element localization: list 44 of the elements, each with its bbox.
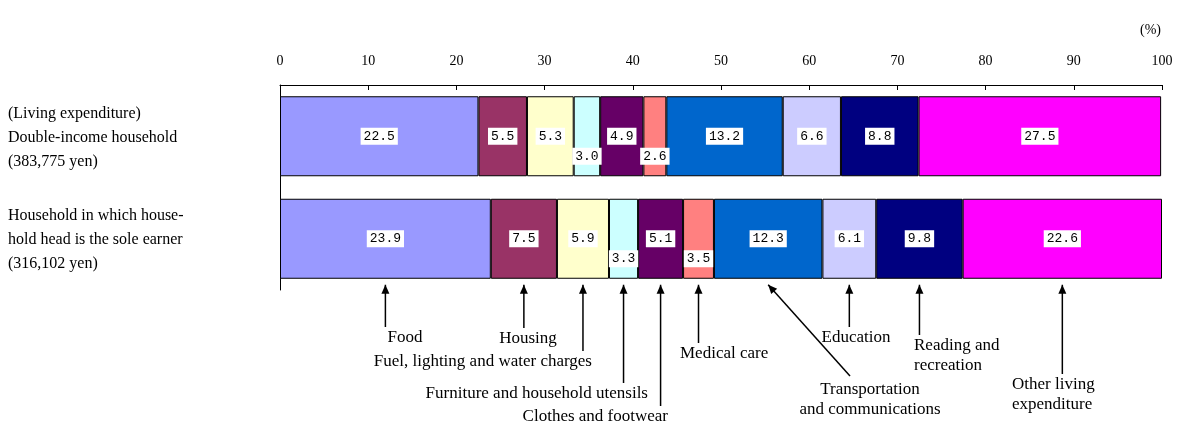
data-label: 22.5: [363, 128, 395, 144]
data-label: 2.6: [643, 148, 667, 164]
x-tick-label: 40: [625, 52, 640, 68]
data-label: 3.5: [686, 251, 711, 267]
text: Education: [821, 326, 891, 346]
text: Food: [387, 326, 423, 346]
text: Housing: [499, 327, 558, 347]
x-tick-label: 80: [978, 52, 993, 68]
data-label: 6.1: [837, 231, 862, 247]
text: Clothes and footwear: [522, 405, 669, 425]
data-label: 3.0: [575, 148, 599, 164]
data-label: 12.3: [752, 231, 784, 247]
data-label: 5.5: [491, 128, 515, 144]
x-tick-label: 90: [1066, 52, 1081, 68]
data-label: 8.8: [868, 128, 892, 144]
x-tick-label: 100: [1151, 52, 1173, 68]
text: Fuel, lighting and water charges: [373, 350, 592, 370]
data-label: 3.3: [611, 251, 636, 267]
text: Other living expenditure: [1012, 373, 1096, 413]
data-label: 4.9: [610, 128, 634, 144]
text: Medical care: [680, 342, 769, 362]
y-tick-label: (Living expenditure) Double-income household (383,775 yen): [8, 103, 178, 170]
data-label: 9.8: [907, 231, 932, 247]
text: Reading and recreation: [914, 334, 1000, 374]
x-tick-label: 20: [449, 52, 464, 68]
data-label: 7.5: [512, 231, 536, 247]
data-label: 5.9: [571, 231, 595, 247]
x-tick-label: 70: [890, 52, 905, 68]
y-tick-label: Household in which house- hold head is the sole earner (316,102 yen): [8, 206, 184, 273]
text: Transportation and communications: [799, 378, 941, 418]
data-label: 23.9: [369, 231, 402, 247]
x-tick-label: 0: [276, 52, 284, 68]
data-label: 5.1: [648, 231, 673, 247]
data-label: 27.5: [1024, 128, 1056, 144]
x-axis-title: (%): [1140, 21, 1162, 38]
x-tick-label: 60: [802, 52, 817, 68]
x-tick-label: 50: [714, 52, 728, 68]
x-tick-label: 10: [361, 52, 376, 68]
text: Furniture and household utensils: [425, 382, 648, 402]
data-label: 13.2: [708, 128, 741, 144]
x-tick-label: 30: [537, 52, 552, 68]
data-label: 5.3: [538, 128, 563, 144]
data-label: 6.6: [800, 128, 824, 144]
data-label: 22.6: [1046, 231, 1078, 247]
